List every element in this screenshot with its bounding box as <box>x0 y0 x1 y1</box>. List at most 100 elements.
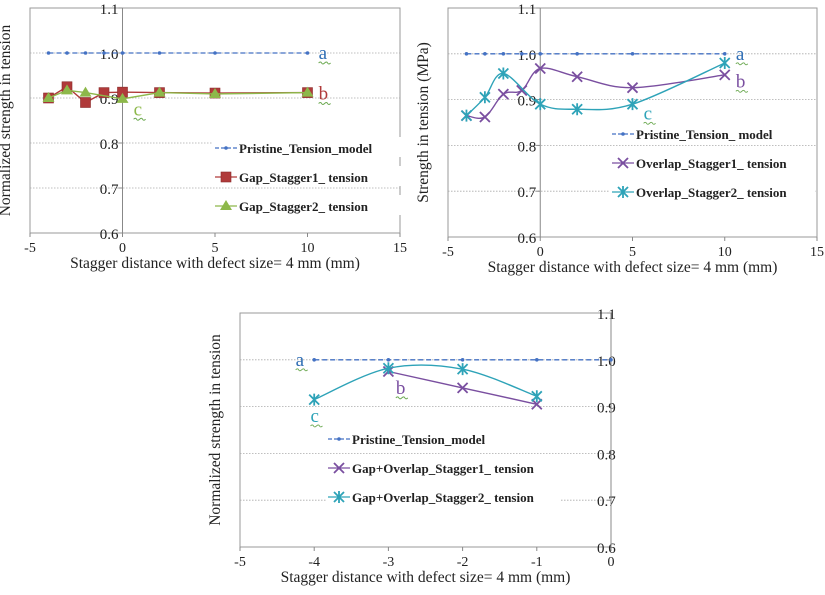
y-tick-label: 1.1 <box>518 2 537 18</box>
x-tick-label: -2 <box>457 555 469 570</box>
data-point <box>479 91 491 104</box>
annotation-label: c <box>134 99 142 120</box>
data-point <box>456 363 469 376</box>
data-point <box>534 62 546 75</box>
data-point <box>538 52 543 56</box>
legend-label: Overlap_Stagger1_ tension <box>636 156 787 171</box>
data-point <box>153 86 166 97</box>
x-tick-label: -5 <box>24 241 36 256</box>
data-point <box>460 358 465 362</box>
annotation-label: c <box>644 103 652 124</box>
data-point <box>209 87 221 98</box>
annotation-label: c <box>310 406 318 427</box>
data-point <box>79 86 92 97</box>
x-tick-label: 5 <box>212 241 219 256</box>
data-point <box>61 84 73 95</box>
x-tick-label: 15 <box>393 241 407 256</box>
legend-bg <box>610 152 815 172</box>
y-tick-label: 0.6 <box>518 231 537 247</box>
annotation-label: b <box>736 71 746 92</box>
data-point <box>501 52 506 56</box>
data-point <box>116 92 129 103</box>
legend-marker <box>220 200 232 210</box>
annotation-label: b <box>396 378 406 399</box>
legend-bg <box>326 486 561 506</box>
data-point <box>102 51 106 55</box>
data-point <box>80 97 91 108</box>
y-tick-label: 0.8 <box>518 139 537 155</box>
x-axis-label: Stagger distance with defect size= 4 mm … <box>281 569 571 586</box>
data-point <box>531 390 543 403</box>
data-point <box>497 67 509 80</box>
annotation-underline <box>735 89 749 93</box>
y-tick-label: 1.0 <box>100 47 119 63</box>
data-point <box>98 87 110 98</box>
y-axis-label: Normalized strength in tension <box>207 334 224 526</box>
annotation-underline <box>310 424 323 428</box>
chart-2: 0.6 0.7 0.8 0.9 1.0 1.1 -5 0 5 10 15 Stagger distan… <box>415 2 824 276</box>
y-tick-label: 0.8 <box>597 447 616 463</box>
annotation-label: a <box>736 44 745 65</box>
data-point <box>479 111 491 123</box>
data-point <box>483 52 487 56</box>
annotation-underline <box>643 121 656 125</box>
annotation-underline <box>735 62 749 66</box>
annotation-label: a <box>296 350 305 371</box>
data-point <box>157 51 162 55</box>
data-point <box>460 109 473 122</box>
annotation-underline <box>318 61 331 65</box>
legend-bg <box>213 195 408 215</box>
data-point <box>382 362 395 375</box>
legend-label: Gap_Stagger2_ tension <box>239 199 369 214</box>
data-point <box>516 84 528 97</box>
y-tick-label: 1.1 <box>597 307 616 323</box>
data-point <box>464 52 469 56</box>
data-point <box>386 358 391 362</box>
legend-label: Gap+Overlap_Stagger2_ tension <box>352 490 535 505</box>
y-tick-label: 0.8 <box>100 137 119 153</box>
y-axis-label: Strength in tension (MPa) <box>415 42 432 203</box>
data-point <box>609 358 613 362</box>
data-point <box>497 88 509 100</box>
data-point <box>456 382 469 394</box>
annotation-underline <box>395 396 409 400</box>
annotation-underline <box>133 117 146 121</box>
legend-marker <box>333 491 345 503</box>
legend-marker <box>337 437 341 441</box>
y-tick-label: 0.7 <box>518 185 537 201</box>
annotation-label: b <box>319 84 329 105</box>
legend-marker <box>333 462 345 474</box>
data-point <box>65 51 69 55</box>
legend-marker <box>224 146 228 150</box>
y-tick-label: 0.9 <box>597 401 616 417</box>
data-point <box>42 92 55 102</box>
data-point <box>630 52 635 56</box>
data-point <box>575 52 579 56</box>
data-point <box>571 71 583 83</box>
legend-bg <box>326 457 561 477</box>
y-axis-label: Normalized strength in tension <box>0 24 14 216</box>
data-point <box>83 51 88 55</box>
legend-label: Pristine_Tension_ model <box>636 127 773 142</box>
legend-label: Pristine_Tension_model <box>352 432 486 447</box>
y-tick-label: 1.1 <box>100 2 119 18</box>
data-point <box>305 51 310 55</box>
legend-marker <box>621 132 625 136</box>
series-line <box>313 364 538 401</box>
data-point <box>626 82 639 94</box>
data-point <box>213 51 217 55</box>
y-tick-label: 0.7 <box>597 494 616 510</box>
data-point <box>534 98 546 111</box>
x-tick-label: -5 <box>234 555 246 570</box>
legend-marker <box>617 186 629 198</box>
x-tick-label: 10 <box>718 245 732 260</box>
data-point <box>535 358 539 362</box>
data-point <box>722 52 727 56</box>
legend-bg <box>326 428 561 448</box>
legend-label: Pristine_Tension_model <box>239 141 373 156</box>
legend-bg <box>610 123 815 143</box>
plot-area <box>447 7 818 238</box>
legend-label: Gap+Overlap_Stagger1_ tension <box>352 461 535 476</box>
